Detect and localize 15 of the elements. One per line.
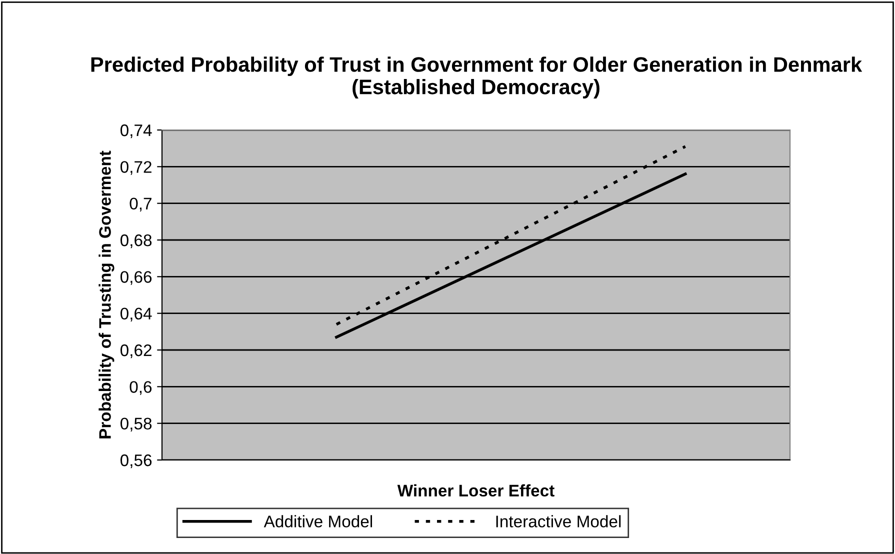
chart-title: Predicted Probability of Trust in Government for Older Generation in Denmark (Established Democracy) bbox=[91, 56, 862, 98]
y-tick-label: 0,6 bbox=[130, 381, 152, 395]
y-axis-title: Probability of Trusting in Goverment bbox=[98, 150, 114, 438]
y-tick-label: 0,62 bbox=[120, 344, 152, 358]
legend-label: Interactive Model bbox=[496, 515, 621, 528]
y-tick-label: 0,68 bbox=[120, 234, 152, 248]
y-tick-label: 0,7 bbox=[130, 198, 152, 212]
y-tick-label: 0,74 bbox=[120, 124, 152, 138]
y-tick-label: 0,64 bbox=[120, 308, 152, 322]
y-tick-label: 0,66 bbox=[120, 271, 152, 285]
y-tick-label: 0,56 bbox=[120, 454, 152, 468]
y-tick-label: 0,72 bbox=[120, 161, 152, 175]
legend-label: Additive Model bbox=[264, 515, 372, 528]
x-axis-title: Winner Loser Effect bbox=[397, 484, 554, 497]
y-tick-label: 0,58 bbox=[120, 418, 152, 432]
